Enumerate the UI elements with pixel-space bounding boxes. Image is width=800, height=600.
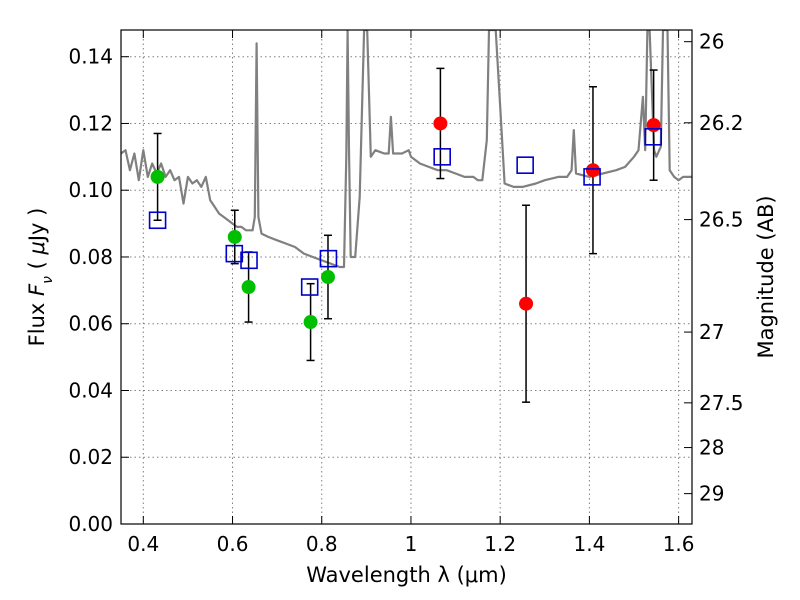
x-tick-label: 1 [405,532,418,556]
y2-axis-label: Magnitude (AB) [754,195,778,358]
y-tick-label: 0.06 [68,312,113,336]
y2-tick-label: 27 [699,320,724,344]
model-point [240,251,258,270]
model-point [433,148,451,166]
x-tick-label: 0.6 [217,532,249,556]
y-tick-label: 0.10 [68,178,113,202]
y-axis-label-part: μ [25,241,49,255]
x-axis-label: Wavelength λ (μm) [306,563,507,587]
model-point [300,278,319,296]
y2-tick-label: 26 [699,30,724,54]
y-tick-label: 0.08 [68,245,113,269]
y-axis-label: Flux Fν ( μJy ) [25,208,56,347]
data-point [646,118,661,133]
axis-ticks: 0.4 0.6 0.8 1 1.2 1.4 1.6 0.00 0.02 0.04 0.06 0.08 0… [68,30,743,556]
model-point [644,128,662,146]
y-tick-label: 0.04 [68,378,113,402]
model-point [148,211,167,230]
model-point [319,249,338,268]
y-axis-label-part: Flux [25,296,49,346]
y-tick-label: 0.12 [68,111,113,135]
data-point [519,296,534,311]
model-point [225,244,244,263]
data-point [433,116,448,131]
y-axis-label-part: ν [40,276,56,284]
data-point [150,169,165,184]
model-point [583,168,601,186]
x-tick-label: 1.4 [573,532,605,556]
data-point [241,280,256,295]
data-point [303,315,318,330]
data-point [585,163,600,178]
x-tick-label: 1.6 [663,532,695,556]
plot-frame [120,29,693,525]
x-tick-label: 0.4 [127,532,159,556]
model-spectrum-line [121,30,692,269]
y2-tick-label: 26.2 [699,111,744,135]
y-tick-label: 0.00 [68,512,113,536]
y-tick-label: 0.14 [68,45,113,69]
y-axis-label-part: F [25,283,49,296]
y2-tick-label: 27.5 [699,391,744,415]
x-tick-label: 0.8 [306,532,338,556]
grid-lines [121,30,692,525]
y2-tick-label: 28 [699,436,724,460]
data-point [320,270,335,284]
data-point [227,229,242,244]
y-axis-label-part: Jy ) [25,208,49,244]
y-axis-label-part: ( [25,255,49,277]
y2-tick-label: 29 [699,482,724,506]
y-tick-label: 0.02 [68,445,113,469]
model-point [516,156,534,174]
plot-area [121,30,692,403]
y2-tick-label: 26.5 [699,208,744,232]
x-tick-label: 1.2 [484,532,516,556]
